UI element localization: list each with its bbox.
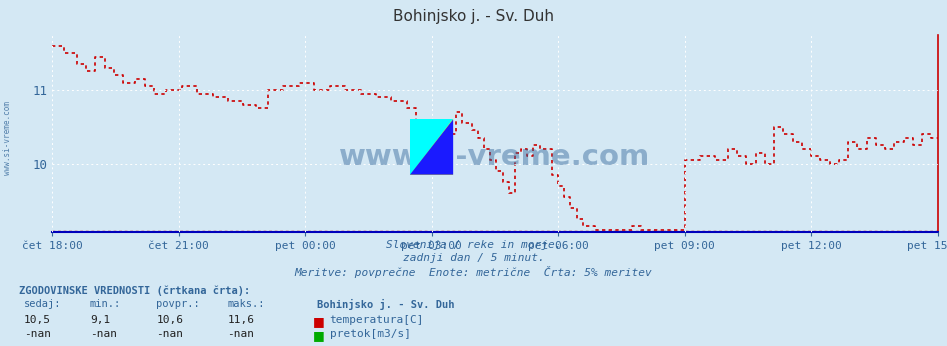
Text: zadnji dan / 5 minut.: zadnji dan / 5 minut. bbox=[402, 253, 545, 263]
Text: -nan: -nan bbox=[90, 329, 117, 339]
Polygon shape bbox=[410, 119, 454, 175]
Text: maks.:: maks.: bbox=[227, 299, 265, 309]
Text: 10,6: 10,6 bbox=[156, 315, 184, 325]
Text: www.si-vreme.com: www.si-vreme.com bbox=[3, 101, 12, 175]
Text: Slovenija / reke in morje.: Slovenija / reke in morje. bbox=[385, 240, 562, 251]
Text: ZGODOVINSKE VREDNOSTI (črtkana črta):: ZGODOVINSKE VREDNOSTI (črtkana črta): bbox=[19, 285, 250, 296]
Text: 9,1: 9,1 bbox=[90, 315, 110, 325]
Text: www.si-vreme.com: www.si-vreme.com bbox=[339, 143, 651, 171]
Text: ■: ■ bbox=[313, 329, 324, 343]
Text: Bohinjsko j. - Sv. Duh: Bohinjsko j. - Sv. Duh bbox=[393, 9, 554, 24]
Text: Bohinjsko j. - Sv. Duh: Bohinjsko j. - Sv. Duh bbox=[317, 299, 455, 310]
Text: 10,5: 10,5 bbox=[24, 315, 51, 325]
Text: -nan: -nan bbox=[24, 329, 51, 339]
Text: 11,6: 11,6 bbox=[227, 315, 255, 325]
Polygon shape bbox=[410, 119, 454, 175]
Text: -nan: -nan bbox=[227, 329, 255, 339]
Bar bbox=[410, 119, 454, 175]
Text: sedaj:: sedaj: bbox=[24, 299, 62, 309]
Text: -nan: -nan bbox=[156, 329, 184, 339]
Text: pretok[m3/s]: pretok[m3/s] bbox=[330, 329, 411, 339]
Text: temperatura[C]: temperatura[C] bbox=[330, 315, 424, 325]
Text: ■: ■ bbox=[313, 315, 324, 328]
Text: Meritve: povprečne  Enote: metrične  Črta: 5% meritev: Meritve: povprečne Enote: metrične Črta:… bbox=[295, 266, 652, 278]
Text: min.:: min.: bbox=[90, 299, 121, 309]
Text: povpr.:: povpr.: bbox=[156, 299, 200, 309]
